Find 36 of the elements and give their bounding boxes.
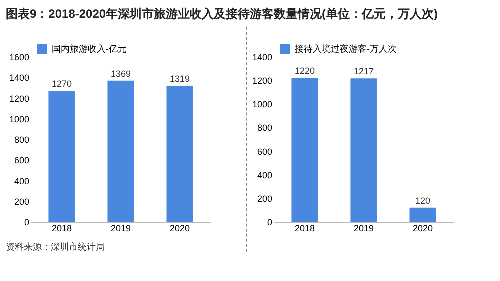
data-label: 1220 — [294, 66, 315, 76]
y-tick-label: 600 — [257, 146, 272, 157]
y-tick-label: 0 — [267, 218, 272, 228]
data-label: 1217 — [354, 66, 374, 77]
x-tick-label: 2019 — [110, 224, 132, 234]
x-tick-label: 2019 — [354, 224, 374, 234]
y-tick-label: 1200 — [9, 94, 30, 104]
y-tick-label: 0 — [24, 218, 30, 228]
legend-label: 国内旅游收入-亿元 — [52, 44, 127, 54]
y-tick-label: 1400 — [252, 52, 272, 62]
data-label: 1319 — [170, 74, 190, 84]
data-label: 1369 — [110, 68, 132, 79]
x-tick-label: 2018 — [294, 224, 315, 234]
text: 资料来源：深圳市统计局 — [5, 241, 106, 254]
chart-title: 图表9：2018-2020年深圳市旅游业收入及接待游客数量情况(单位：亿元，万人次) — [5, 6, 440, 23]
y-tick-label: 1400 — [9, 73, 30, 84]
y-tick-label: 200 — [14, 196, 30, 207]
x-tick-label: 2020 — [170, 224, 190, 234]
y-tick-label: 800 — [14, 135, 30, 145]
x-tick-label: 2018 — [52, 224, 72, 234]
y-tick-label: 1200 — [252, 76, 272, 86]
y-tick-label: 400 — [257, 170, 272, 180]
data-label: 120 — [416, 196, 431, 206]
legend-label: 接待入境过夜游客-万人次 — [295, 44, 397, 54]
y-tick-label: 400 — [14, 176, 30, 186]
bar — [410, 208, 436, 222]
y-tick-label: 1600 — [9, 52, 30, 62]
bar — [350, 78, 378, 222]
y-tick-label: 1000 — [252, 100, 272, 110]
y-tick-label: 800 — [257, 123, 272, 134]
y-tick-label: 200 — [257, 194, 272, 204]
bar — [292, 78, 318, 222]
y-tick-label: 600 — [14, 156, 30, 166]
data-label: 1270 — [52, 79, 72, 90]
y-tick-label: 1000 — [9, 114, 30, 124]
x-tick-label: 2020 — [413, 224, 434, 234]
